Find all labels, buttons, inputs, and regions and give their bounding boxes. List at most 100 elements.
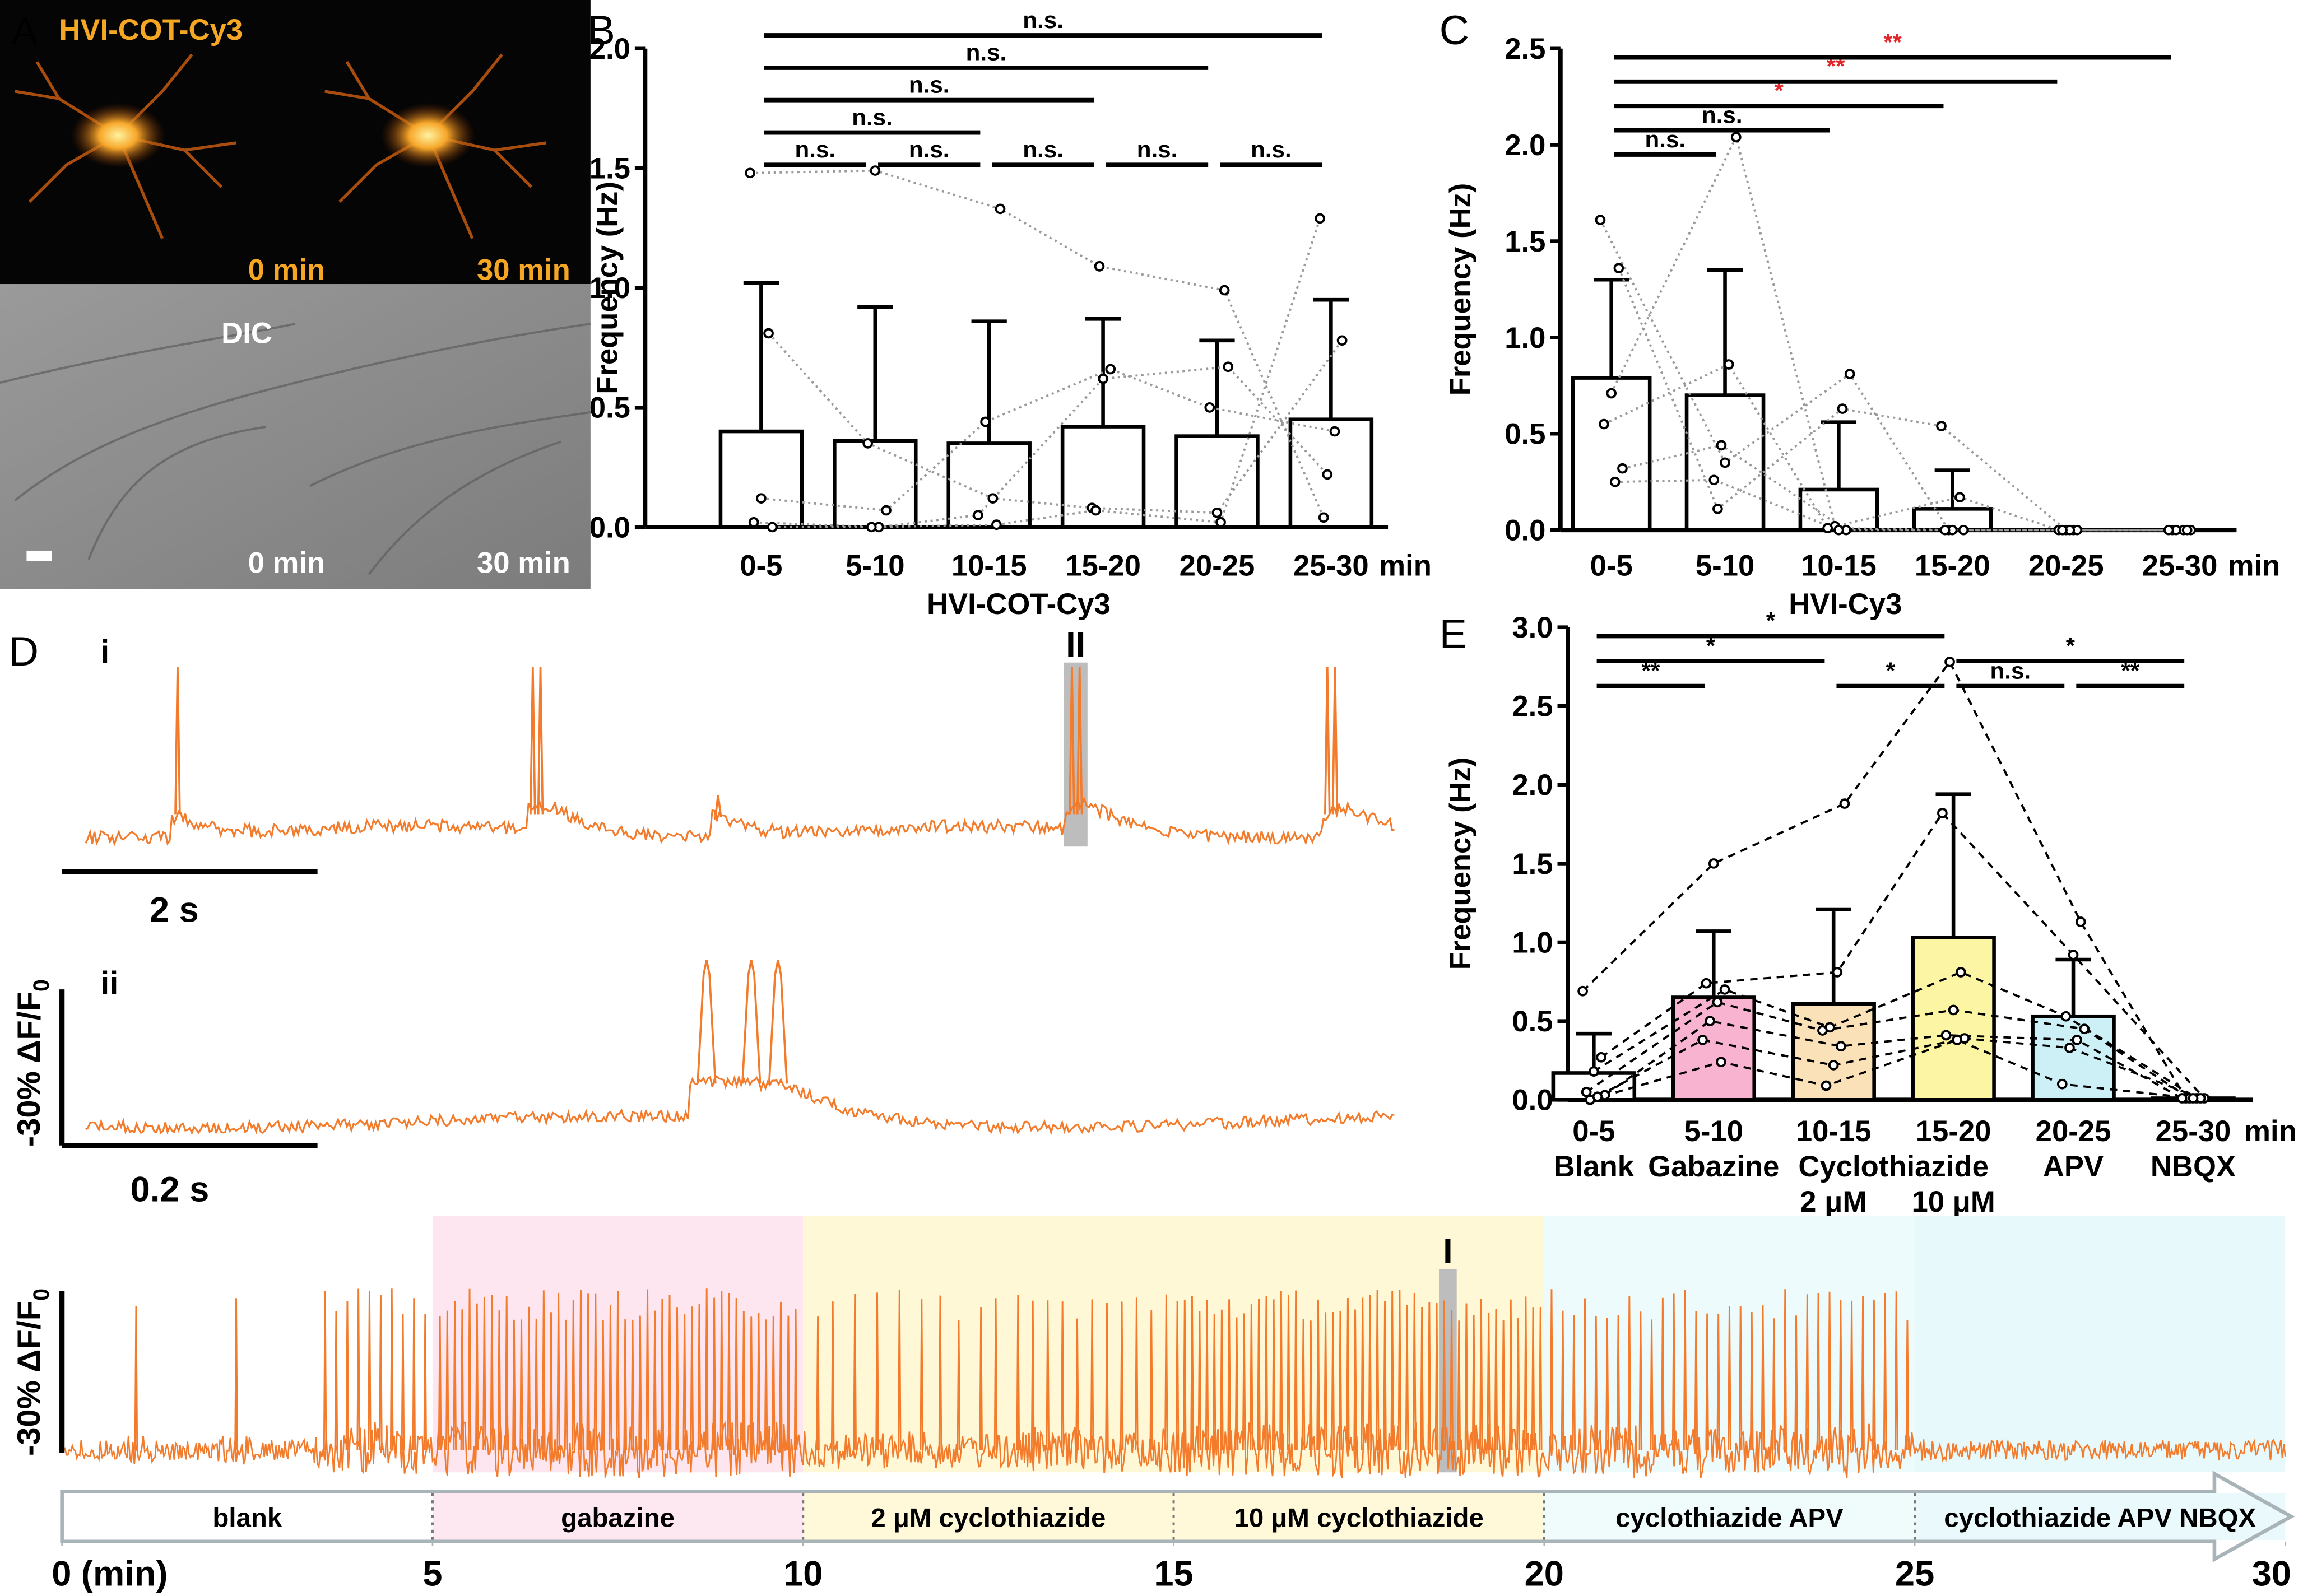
- spike: [938, 1295, 942, 1450]
- time-label: 30 min: [477, 253, 570, 286]
- cell-line: [1618, 267, 2191, 532]
- bar: [1571, 376, 1652, 532]
- amplitude-text: -30% ΔF/F: [11, 1301, 47, 1456]
- cell-point: [1223, 361, 1234, 373]
- highlight-label: II: [1066, 625, 1085, 664]
- cell-point: [1716, 1057, 1726, 1068]
- amplitude-label: -30% ΔF/F0: [11, 1288, 54, 1456]
- spike: [609, 1305, 612, 1450]
- spike: [1583, 1298, 1587, 1450]
- spike: [1827, 1291, 1832, 1450]
- spike: [1683, 1290, 1687, 1450]
- cell-point: [1322, 469, 1333, 480]
- significance-label: *: [1706, 632, 1716, 659]
- bar: [718, 429, 804, 529]
- spike: [482, 1296, 486, 1450]
- y-tick-label: 1.0: [1505, 322, 1545, 355]
- cell-point: [995, 203, 1006, 215]
- x-tick-label: 5-10: [1696, 550, 1754, 583]
- spike: [345, 1301, 350, 1450]
- cell-point: [1094, 261, 1105, 272]
- panel-label: A: [12, 10, 38, 53]
- spike: [756, 1313, 761, 1450]
- cell-point: [1204, 402, 1215, 413]
- spike: [653, 1310, 657, 1450]
- spike: [593, 1293, 598, 1450]
- highlight-window: [1064, 662, 1088, 847]
- amplitude-subscript: 0: [29, 1288, 54, 1301]
- spike: [1324, 667, 1331, 815]
- spike: [234, 1298, 238, 1450]
- y-tick-label: 1.5: [589, 152, 630, 185]
- spike: [1661, 1297, 1665, 1450]
- spike: [1531, 1307, 1535, 1450]
- spike: [1060, 1301, 1065, 1450]
- trace-label: ii: [100, 965, 118, 1001]
- spike: [490, 1295, 494, 1450]
- x-tick-label: 20-25: [2028, 550, 2104, 583]
- y-axis-label: Frequency (Hz): [591, 182, 624, 394]
- spike: [1294, 1290, 1298, 1450]
- spike: [1872, 1299, 1876, 1450]
- stage-shading: [1915, 1216, 2286, 1473]
- spike: [519, 1319, 523, 1450]
- x-tick-label: 10-15: [1796, 1115, 1872, 1148]
- x-tick-label: 0-5: [1572, 1115, 1615, 1148]
- cell-point: [870, 165, 881, 176]
- spike: [601, 1320, 605, 1450]
- amplitude-label: -30% ΔF/F0: [11, 979, 54, 1147]
- spike: [467, 1288, 472, 1450]
- image-title: HVI-COT-Cy3: [59, 13, 243, 46]
- spike: [1638, 1311, 1643, 1450]
- cell-point: [1952, 1035, 1963, 1045]
- y-tick-label: 0.0: [1512, 1084, 1553, 1117]
- bar: [1911, 936, 1996, 1102]
- spike: [438, 1316, 442, 1450]
- cell-point: [767, 522, 778, 533]
- cell-point: [2181, 524, 2193, 536]
- cell-point: [1708, 474, 1720, 486]
- spike: [1616, 1314, 1621, 1450]
- x-tick-label: 25-30: [2142, 550, 2218, 583]
- spike: [1705, 1313, 1709, 1450]
- spike: [771, 1315, 776, 1450]
- cell-point: [1936, 421, 1947, 431]
- spike: [1149, 1310, 1154, 1450]
- spike: [697, 960, 717, 1084]
- spike: [749, 1316, 754, 1450]
- spike: [1738, 1305, 1743, 1450]
- spike: [571, 1300, 575, 1450]
- cell-point: [1712, 997, 1723, 1008]
- spike: [830, 1301, 835, 1450]
- y-axis-label: Frequency (Hz): [1444, 183, 1477, 396]
- cell-point: [1595, 215, 1606, 226]
- spike: [564, 1319, 568, 1450]
- cell-point: [1828, 1060, 1839, 1071]
- spike: [1308, 1320, 1313, 1450]
- spike: [1105, 1302, 1109, 1450]
- spike: [727, 1293, 731, 1450]
- y-tick-label: 2.0: [589, 32, 630, 66]
- spike: [1205, 1300, 1209, 1450]
- panel-label: E: [1440, 611, 1467, 657]
- x-tick-label: 0-5: [1590, 550, 1633, 583]
- spike: [1538, 1307, 1543, 1450]
- stage-band: [1915, 1493, 2286, 1541]
- spike: [1861, 1296, 1865, 1450]
- spike: [897, 1290, 902, 1450]
- y-tick-label: 0.5: [589, 392, 630, 425]
- x-tick-label: 0-5: [740, 550, 782, 583]
- spike: [1287, 1295, 1290, 1450]
- spike: [1331, 1312, 1335, 1450]
- spike: [579, 1290, 583, 1450]
- x-unit: min: [2228, 550, 2281, 583]
- spike: [1346, 1298, 1350, 1450]
- stage-shading: [803, 1216, 1174, 1473]
- spike: [742, 1311, 746, 1450]
- x-tick-label: 15-20: [1916, 1115, 1991, 1148]
- y-tick-label: 1.0: [1512, 927, 1553, 960]
- spike: [1728, 1306, 1731, 1450]
- cell-point: [1105, 364, 1116, 375]
- spike: [786, 1315, 791, 1450]
- spike: [1016, 1295, 1020, 1450]
